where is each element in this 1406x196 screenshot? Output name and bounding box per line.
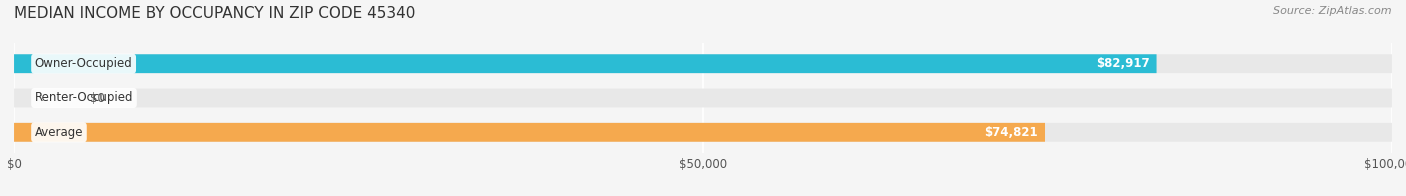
Text: Source: ZipAtlas.com: Source: ZipAtlas.com	[1274, 6, 1392, 16]
Text: Renter-Occupied: Renter-Occupied	[35, 92, 134, 104]
Text: Owner-Occupied: Owner-Occupied	[35, 57, 132, 70]
Text: MEDIAN INCOME BY OCCUPANCY IN ZIP CODE 45340: MEDIAN INCOME BY OCCUPANCY IN ZIP CODE 4…	[14, 6, 415, 21]
FancyBboxPatch shape	[14, 123, 1392, 142]
Text: $74,821: $74,821	[984, 126, 1038, 139]
FancyBboxPatch shape	[14, 54, 1392, 73]
Text: $0: $0	[90, 92, 104, 104]
Text: Average: Average	[35, 126, 83, 139]
Text: $82,917: $82,917	[1097, 57, 1150, 70]
FancyBboxPatch shape	[14, 54, 1157, 73]
FancyBboxPatch shape	[14, 89, 1392, 107]
FancyBboxPatch shape	[14, 123, 1045, 142]
